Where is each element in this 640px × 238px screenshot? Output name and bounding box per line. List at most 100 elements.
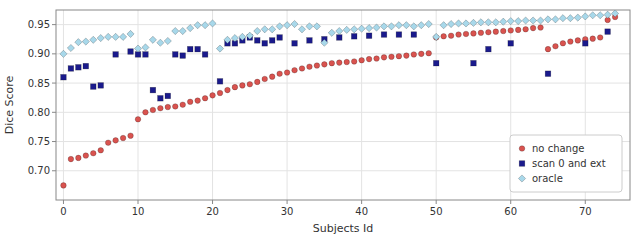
point: [202, 95, 208, 101]
point: [322, 62, 328, 68]
point: [113, 138, 119, 144]
point: [396, 53, 402, 59]
point: [433, 33, 440, 40]
point: [455, 20, 462, 27]
point: [187, 99, 193, 105]
point: [343, 26, 350, 33]
point: [90, 150, 96, 156]
point: [441, 34, 447, 40]
point: [269, 74, 275, 80]
point: [165, 104, 171, 110]
point: [277, 35, 283, 41]
point: [231, 34, 238, 41]
point: [500, 28, 506, 34]
point: [217, 79, 223, 85]
plot-frame: [56, 10, 630, 200]
point: [604, 11, 611, 18]
point: [448, 33, 454, 39]
point: [605, 29, 611, 35]
point: [321, 39, 328, 46]
point: [374, 56, 380, 62]
point: [172, 27, 179, 34]
point: [76, 64, 82, 70]
point: [128, 49, 134, 55]
point: [120, 135, 126, 141]
point: [165, 93, 171, 99]
point: [113, 52, 119, 58]
grid-line: [287, 10, 288, 200]
legend-label: no change: [532, 143, 584, 154]
x-tick-label: 0: [60, 206, 66, 217]
x-tick-label: 40: [355, 206, 368, 217]
axes: 0.700.750.800.850.900.95010203040506070: [28, 10, 630, 217]
point: [158, 95, 164, 101]
legend-label: scan 0 and ext: [532, 158, 606, 169]
point: [396, 32, 402, 38]
y-tick-label: 0.85: [28, 78, 50, 89]
point: [478, 30, 484, 36]
point: [216, 45, 223, 52]
point: [254, 79, 260, 85]
point: [389, 54, 395, 60]
series: [61, 14, 618, 188]
point: [597, 12, 604, 19]
point: [232, 84, 238, 90]
point: [351, 26, 358, 33]
point: [560, 41, 566, 47]
point: [425, 20, 432, 27]
series: [61, 29, 611, 101]
point: [254, 27, 261, 34]
point: [201, 22, 208, 29]
point: [568, 39, 574, 45]
point: [538, 25, 544, 31]
point: [574, 14, 581, 21]
point: [553, 43, 559, 49]
point: [329, 60, 335, 66]
point: [456, 32, 462, 38]
point: [589, 12, 596, 19]
legend-swatch: [519, 146, 525, 152]
point: [143, 52, 149, 58]
point: [90, 36, 97, 43]
point: [307, 64, 313, 70]
tick-mark: [361, 200, 362, 204]
point: [277, 71, 283, 77]
point: [306, 23, 313, 30]
point: [60, 50, 67, 57]
point: [373, 24, 380, 31]
point: [359, 57, 365, 63]
point: [134, 45, 141, 52]
point: [239, 33, 246, 40]
point: [292, 41, 298, 47]
point: [365, 25, 372, 32]
point: [486, 46, 492, 52]
grid-line: [138, 10, 139, 200]
point: [97, 34, 104, 41]
point: [284, 70, 290, 76]
point: [82, 38, 89, 45]
legend-label: oracle: [532, 173, 563, 184]
tick-mark: [510, 200, 511, 204]
grid-line: [56, 24, 630, 25]
grid-line: [56, 112, 630, 113]
point: [180, 53, 186, 59]
point: [135, 117, 141, 123]
point: [179, 27, 186, 34]
point: [344, 59, 350, 65]
point: [262, 76, 268, 82]
point: [567, 15, 574, 22]
point: [530, 25, 536, 31]
point: [507, 18, 514, 25]
x-tick-label: 10: [132, 206, 145, 217]
grid-line: [56, 53, 630, 54]
point: [67, 44, 74, 51]
tick-mark: [52, 141, 56, 142]
point: [172, 52, 178, 58]
y-tick-label: 0.95: [28, 19, 50, 30]
tick-mark: [52, 112, 56, 113]
tick-mark: [63, 200, 64, 204]
point: [195, 98, 201, 104]
point: [150, 87, 156, 93]
point: [508, 41, 514, 47]
point: [470, 19, 477, 26]
